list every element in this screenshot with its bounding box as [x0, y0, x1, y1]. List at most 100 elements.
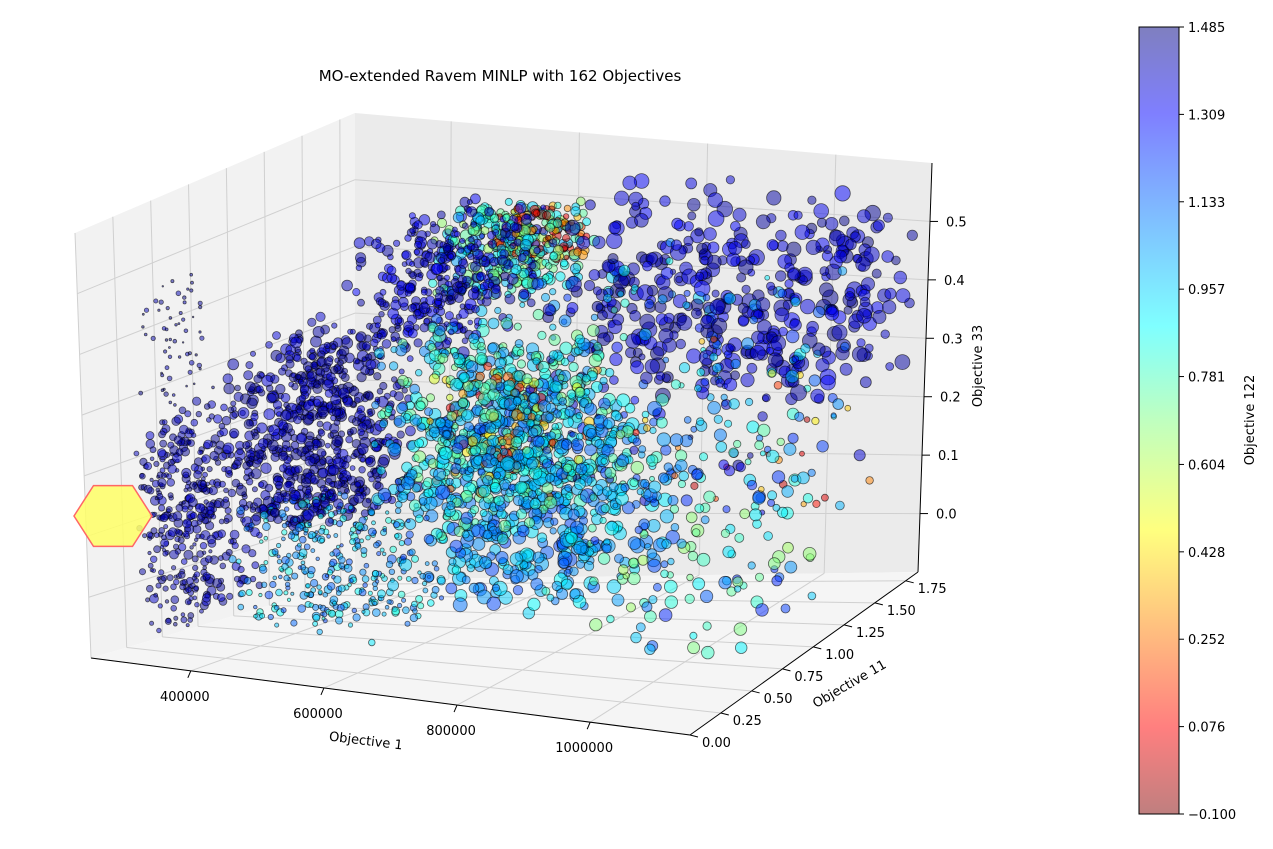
scatter-point — [538, 331, 546, 339]
scatter-point — [386, 561, 393, 568]
scatter-point — [551, 518, 558, 525]
scatter-point — [575, 387, 585, 397]
scatter-point — [391, 337, 396, 342]
scatter-point — [603, 294, 611, 302]
scatter-point — [374, 373, 381, 380]
scatter-point — [169, 401, 172, 404]
scatter-point — [571, 207, 581, 217]
scatter-point — [586, 428, 596, 438]
scatter-point — [270, 508, 279, 517]
scatter-point — [895, 355, 910, 370]
x-tick-label: 800000 — [426, 724, 476, 739]
scatter-point — [601, 458, 607, 464]
scatter-point — [410, 384, 420, 394]
scatter-point — [461, 410, 474, 423]
scatter-point — [217, 594, 225, 602]
colorbar-tick-label: 0.957 — [1188, 283, 1225, 298]
scatter-point — [265, 591, 273, 599]
scatter-point — [152, 480, 159, 487]
scatter-point — [547, 594, 554, 601]
scatter-point — [860, 297, 870, 307]
scatter-point — [275, 623, 279, 627]
scatter-point — [671, 240, 682, 251]
scatter-point — [458, 247, 465, 254]
scatter-point — [389, 327, 395, 333]
scatter-point — [672, 218, 683, 229]
scatter-point — [771, 336, 786, 351]
scatter-point — [541, 205, 546, 210]
scatter-point — [284, 507, 289, 512]
scatter-point — [756, 298, 770, 312]
scatter-point — [543, 447, 551, 455]
scatter-point — [380, 420, 388, 428]
scatter-point — [146, 440, 155, 449]
scatter-point — [735, 642, 747, 654]
scatter-point — [418, 603, 424, 609]
scatter-point — [375, 323, 380, 328]
scatter-point — [748, 562, 755, 569]
scatter-point — [249, 456, 254, 461]
scatter-point — [390, 546, 397, 553]
scatter-point — [207, 535, 216, 544]
scatter-point — [808, 469, 815, 476]
scatter-point — [555, 492, 561, 498]
scatter-point — [449, 558, 456, 565]
scatter-point — [251, 469, 261, 479]
scatter-point — [279, 465, 287, 473]
scatter-point — [543, 459, 552, 468]
z-tick-label: 0.2 — [940, 391, 961, 406]
scatter-point — [352, 608, 357, 613]
scatter-point — [191, 464, 198, 471]
scatter-point — [377, 362, 385, 370]
scatter-point — [158, 309, 160, 311]
scatter-point — [303, 509, 314, 520]
scatter-point — [194, 471, 202, 479]
scatter-point — [264, 409, 275, 420]
scatter-point — [324, 342, 330, 348]
scatter-point — [741, 373, 754, 386]
scatter-point — [445, 265, 450, 270]
scatter-point — [336, 617, 343, 624]
scatter-point — [362, 342, 370, 350]
scatter-point — [293, 552, 300, 559]
scatter-point — [479, 485, 491, 497]
scatter-point — [209, 550, 212, 553]
scatter-point — [747, 363, 757, 373]
scatter-point — [395, 325, 401, 331]
scatter-point — [542, 587, 550, 595]
scatter-point — [703, 622, 711, 630]
scatter-point — [478, 342, 486, 350]
scatter-point — [857, 339, 865, 347]
scatter-point — [429, 427, 440, 438]
scatter-point — [275, 481, 283, 489]
scatter-point — [768, 558, 780, 570]
scatter-point — [279, 429, 286, 436]
scatter-point — [556, 272, 566, 282]
scatter-point — [316, 312, 325, 321]
scatter-point — [294, 416, 302, 424]
scatter-point — [146, 585, 153, 592]
scatter-point — [146, 432, 154, 440]
scatter-point — [643, 261, 653, 271]
scatter-point — [468, 253, 474, 259]
scatter-point — [270, 581, 276, 587]
scatter-point — [424, 534, 434, 544]
scatter-point — [697, 368, 705, 376]
scatter-point — [668, 558, 675, 565]
scatter-point — [522, 374, 532, 384]
scatter-point — [228, 407, 234, 413]
scatter-point — [157, 493, 163, 499]
scatter-point — [220, 481, 226, 487]
scatter-point — [779, 327, 788, 336]
scatter-point — [368, 471, 374, 477]
scatter-point — [144, 308, 148, 312]
scatter-point — [276, 354, 285, 363]
scatter-point — [866, 477, 874, 485]
scatter-point — [334, 481, 342, 489]
scatter-point — [250, 507, 256, 513]
y-tick-label: 0.50 — [764, 692, 793, 707]
scatter-point — [263, 523, 271, 531]
scatter-point — [668, 495, 678, 505]
scatter-point — [750, 509, 762, 521]
scatter-point — [371, 339, 379, 347]
